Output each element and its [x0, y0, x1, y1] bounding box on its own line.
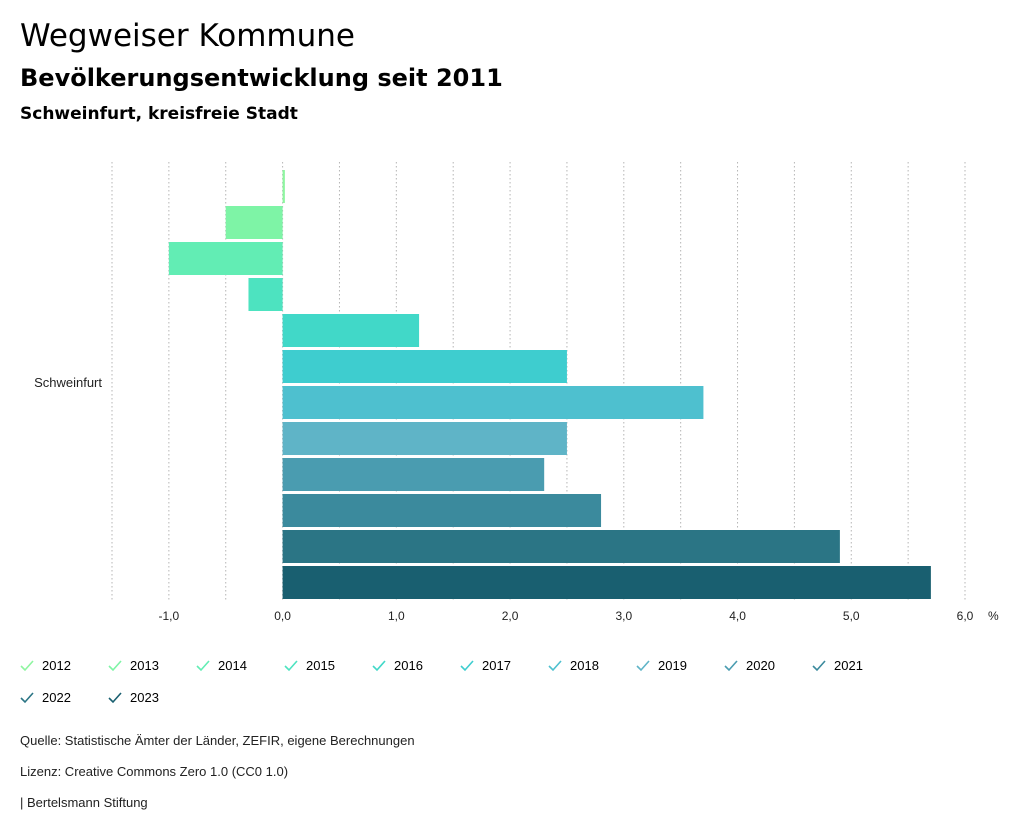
legend-item-2020[interactable]: 2020: [724, 658, 775, 673]
legend-label: 2014: [218, 658, 247, 673]
page-title: Wegweiser Kommune: [20, 18, 355, 54]
bar-chart: -1,0 0,0 1,0 2,0 3,0 4,0 5,0 6,0 % Schweinfurt: [34, 162, 999, 623]
license-note: Lizenz: Creative Commons Zero 1.0 (CC0 1…: [20, 764, 289, 779]
checkmark-icon: [724, 659, 738, 671]
checkmark-icon: [20, 659, 34, 671]
x-tick-label: 4,0: [729, 609, 746, 623]
chart-subtitle: Bevölkerungsentwicklung seit 2011: [20, 64, 503, 92]
legend-item-2022[interactable]: 2022: [20, 690, 71, 705]
legend-item-2018[interactable]: 2018: [548, 658, 599, 673]
bar-2012: [282, 170, 285, 203]
source-note: Quelle: Statistische Ämter der Länder, Z…: [20, 733, 415, 748]
legend-item-2017[interactable]: 2017: [460, 658, 511, 673]
x-tick-label: 2,0: [502, 609, 519, 623]
bar-2018: [282, 386, 704, 419]
legend-label: 2017: [482, 658, 511, 673]
legend-label: 2018: [570, 658, 599, 673]
checkmark-icon: [20, 691, 34, 703]
bar-2019: [282, 422, 567, 455]
x-tick-label: 5,0: [843, 609, 860, 623]
x-unit-label: %: [988, 609, 999, 623]
legend-label: 2023: [130, 690, 159, 705]
legend-item-2012[interactable]: 2012: [20, 658, 71, 673]
bar-2015: [248, 278, 283, 311]
legend-label: 2012: [42, 658, 71, 673]
legend-item-2021[interactable]: 2021: [812, 658, 863, 673]
bar-2014: [168, 242, 283, 275]
legend-item-2023[interactable]: 2023: [108, 690, 159, 705]
x-tick-label: 0,0: [274, 609, 291, 623]
legend-item-2019[interactable]: 2019: [636, 658, 687, 673]
checkmark-icon: [284, 659, 298, 671]
bar-2023: [282, 566, 931, 599]
legend-item-2015[interactable]: 2015: [284, 658, 335, 673]
checkmark-icon: [108, 691, 122, 703]
checkmark-icon: [548, 659, 562, 671]
bar-2013: [225, 206, 283, 239]
category-label: Schweinfurt: [34, 375, 102, 390]
bar-2016: [282, 314, 420, 347]
bar-2017: [282, 350, 567, 383]
x-tick-label: 6,0: [957, 609, 974, 623]
legend-label: 2019: [658, 658, 687, 673]
publisher-note: | Bertelsmann Stiftung: [20, 795, 148, 810]
legend-label: 2022: [42, 690, 71, 705]
legend-label: 2013: [130, 658, 159, 673]
region-label: Schweinfurt, kreisfreie Stadt: [20, 104, 298, 124]
checkmark-icon: [636, 659, 650, 671]
checkmark-icon: [372, 659, 386, 671]
checkmark-icon: [196, 659, 210, 671]
bar-2021: [282, 494, 602, 527]
legend-label: 2020: [746, 658, 775, 673]
legend-item-2014[interactable]: 2014: [196, 658, 247, 673]
x-tick-label: 3,0: [615, 609, 632, 623]
x-tick-label: -1,0: [159, 609, 180, 623]
bar-2022: [282, 530, 840, 563]
x-tick-label: 1,0: [388, 609, 405, 623]
legend-label: 2016: [394, 658, 423, 673]
legend-label: 2021: [834, 658, 863, 673]
legend-label: 2015: [306, 658, 335, 673]
legend-item-2016[interactable]: 2016: [372, 658, 423, 673]
legend-item-2013[interactable]: 2013: [108, 658, 159, 673]
bar-2020: [282, 458, 545, 491]
checkmark-icon: [460, 659, 474, 671]
checkmark-icon: [812, 659, 826, 671]
checkmark-icon: [108, 659, 122, 671]
